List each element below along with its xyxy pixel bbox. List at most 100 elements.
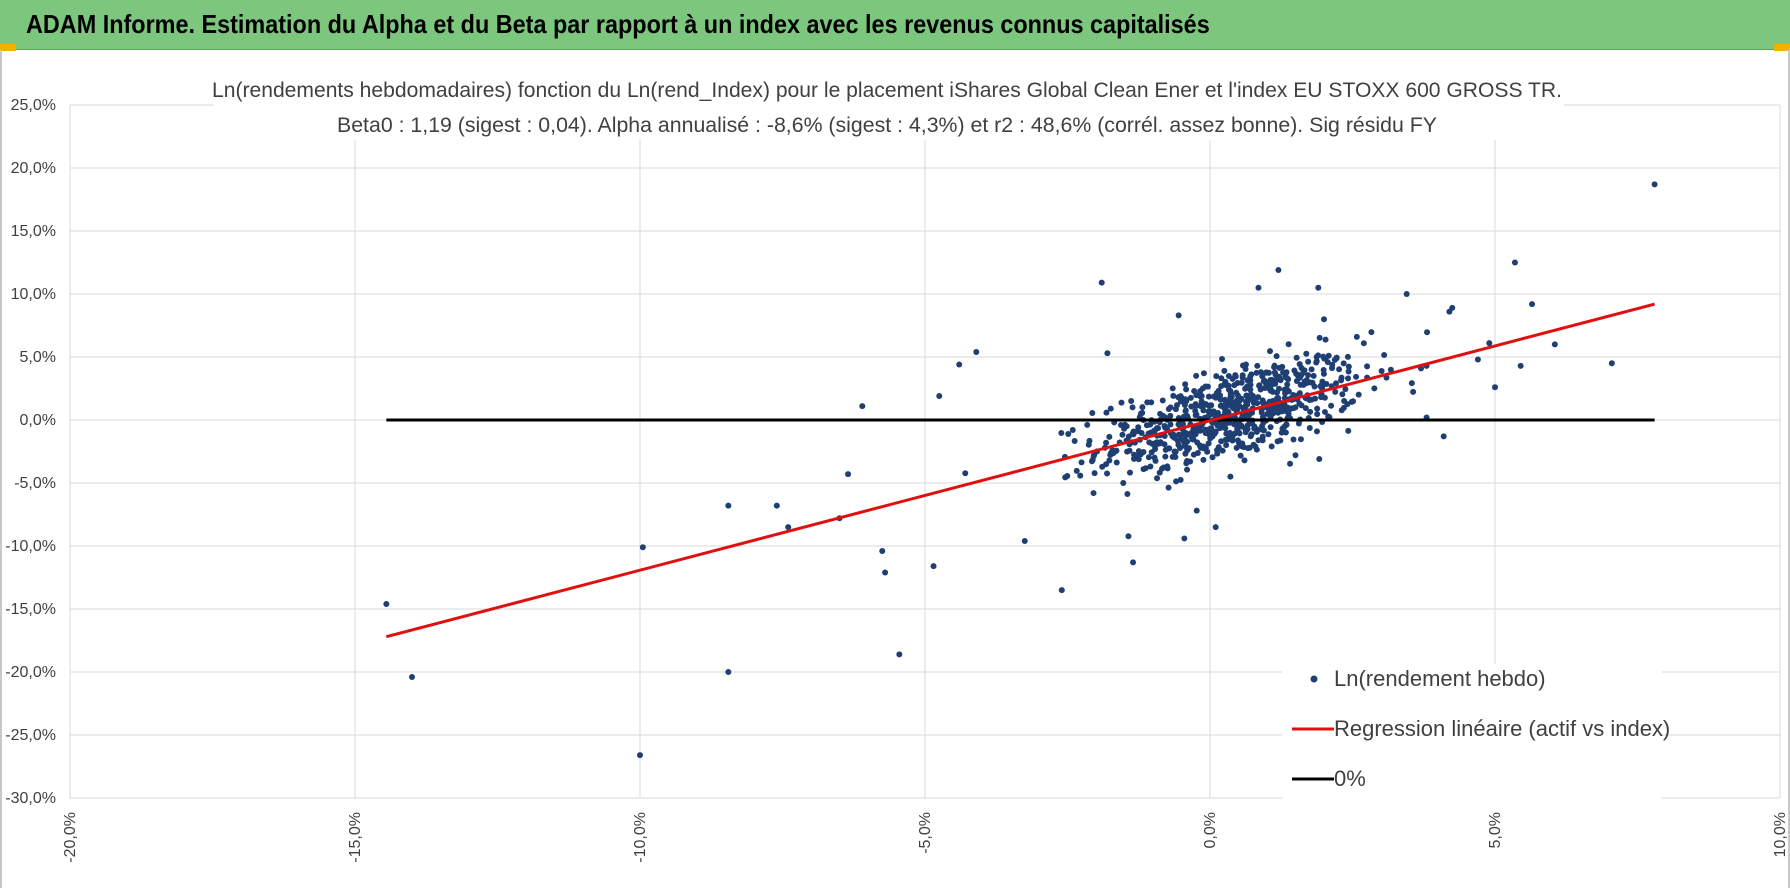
data-point: [896, 651, 903, 658]
data-point: [1237, 452, 1244, 459]
data-point: [1246, 412, 1253, 419]
data-point: [1152, 445, 1159, 452]
data-point: [1139, 404, 1146, 411]
data-point: [1259, 437, 1266, 444]
report-header: ADAM Informe. Estimation du Alpha et du …: [0, 0, 1790, 50]
data-point: [1205, 393, 1212, 400]
x-tick-label: -15,0%: [347, 812, 364, 863]
data-points: [383, 181, 1658, 759]
data-point: [1267, 387, 1274, 394]
data-point: [1297, 381, 1304, 388]
y-tick-label: -20,0%: [5, 664, 56, 681]
y-tick-label: 20,0%: [11, 160, 56, 177]
data-point: [1353, 333, 1360, 340]
data-point: [1228, 398, 1235, 405]
data-point: [1311, 383, 1318, 390]
data-point: [1355, 391, 1362, 398]
data-point: [1280, 369, 1287, 376]
data-point: [1320, 353, 1327, 360]
data-point: [1242, 429, 1249, 436]
data-point: [1267, 424, 1274, 431]
y-tick-label: -25,0%: [5, 727, 56, 744]
data-point: [1315, 352, 1322, 359]
data-point: [1192, 407, 1199, 414]
data-point: [1193, 392, 1200, 399]
data-point: [1058, 587, 1065, 594]
data-point: [1165, 484, 1172, 491]
scatter-chart: 25,0% 20,0% 15,0% 10,0% 5,0% 0,0% -5,0% -10,0% -…: [5, 70, 1788, 863]
data-point: [1154, 475, 1161, 482]
x-tick-label: -20,0%: [62, 812, 79, 863]
data-point: [1199, 385, 1206, 392]
data-point: [1213, 373, 1220, 380]
data-point: [1222, 436, 1229, 443]
data-point: [1130, 559, 1137, 566]
data-point: [1182, 408, 1189, 415]
data-point: [1353, 373, 1360, 380]
data-point: [1103, 439, 1110, 446]
corner-accent-left: [0, 44, 16, 51]
data-point: [1146, 439, 1153, 446]
data-point: [1177, 476, 1184, 483]
data-point: [1248, 371, 1255, 378]
data-point: [1183, 460, 1190, 467]
data-point: [1090, 453, 1097, 460]
data-point: [409, 674, 415, 681]
data-point: [1239, 362, 1246, 369]
data-point: [879, 548, 886, 555]
x-tick-label: -5,0%: [917, 812, 934, 854]
data-point: [1345, 427, 1352, 434]
data-point: [1318, 382, 1325, 389]
data-point: [1192, 431, 1199, 438]
data-point: [1329, 365, 1336, 372]
data-point: [1303, 350, 1310, 357]
data-point: [1221, 367, 1228, 374]
x-tick-label: 0,0%: [1202, 812, 1219, 848]
data-point: [1182, 381, 1189, 388]
data-point: [1235, 429, 1242, 436]
data-point: [1184, 466, 1191, 473]
data-point: [1244, 377, 1251, 384]
data-point: [1169, 385, 1176, 392]
data-point: [1285, 407, 1292, 414]
data-point: [639, 544, 646, 551]
data-point: [1187, 394, 1194, 401]
data-point: [1261, 377, 1268, 384]
data-point: [1301, 378, 1308, 385]
data-point: [725, 669, 732, 675]
data-point: [1098, 279, 1105, 286]
data-point: [1180, 434, 1187, 441]
data-point: [1234, 437, 1241, 444]
legend-label-zero: 0%: [1334, 766, 1366, 791]
data-point: [773, 502, 780, 509]
data-point: [1260, 400, 1267, 407]
data-point: [1336, 366, 1343, 373]
data-point: [1492, 384, 1498, 391]
data-point: [1342, 386, 1349, 393]
data-point: [1069, 427, 1076, 434]
data-point: [1147, 421, 1154, 428]
data-point: [1090, 490, 1097, 497]
data-point: [1297, 436, 1304, 443]
data-point: [1364, 363, 1371, 370]
data-point: [1341, 398, 1348, 405]
data-point: [1268, 378, 1275, 385]
y-tick-label: -30,0%: [5, 790, 56, 807]
data-point: [1381, 352, 1388, 359]
data-point: [1270, 409, 1277, 416]
data-point: [1273, 353, 1280, 360]
chart-legend: Ln(rendement hebdo) Regression linéaire (…: [1282, 664, 1670, 802]
data-point: [1310, 372, 1317, 379]
data-point: [1135, 448, 1142, 455]
data-point: [1131, 451, 1138, 458]
data-point: [1181, 401, 1188, 408]
data-point: [1062, 474, 1069, 481]
data-point: [956, 361, 963, 368]
data-point: [1089, 410, 1096, 417]
data-point: [1071, 437, 1078, 444]
data-point: [1212, 429, 1219, 436]
data-point: [1238, 379, 1245, 386]
data-point: [1228, 403, 1235, 410]
data-point: [1320, 367, 1327, 374]
data-point: [1302, 405, 1309, 412]
